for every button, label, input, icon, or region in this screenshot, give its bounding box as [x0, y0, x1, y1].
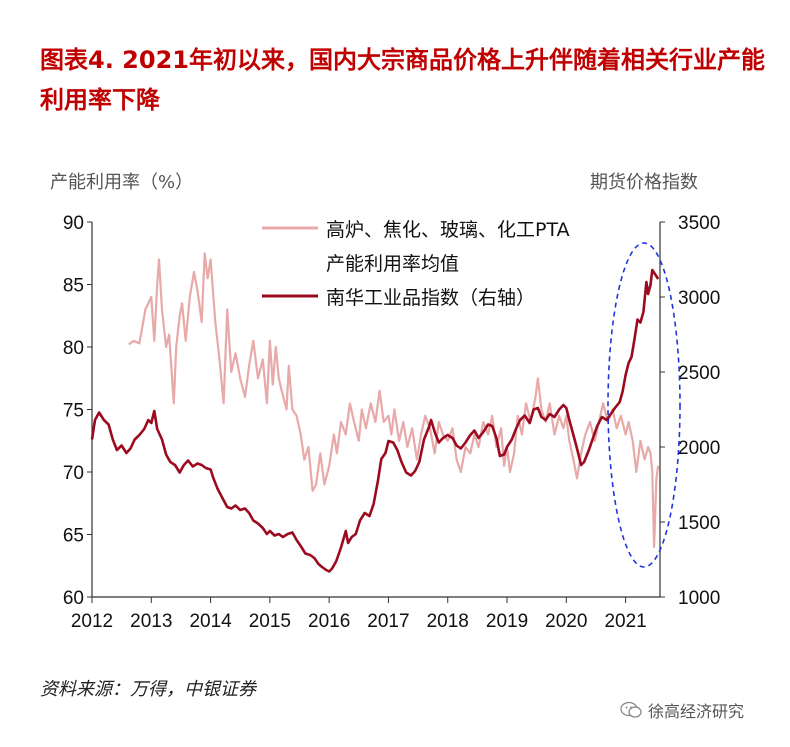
- left-tick-label: 65: [63, 526, 84, 547]
- right-tick-label: 3500: [678, 213, 720, 234]
- right-tick-label: 2000: [678, 438, 720, 459]
- left-tick-label: 85: [63, 276, 84, 297]
- right-tick-label: 2500: [678, 363, 720, 384]
- x-tick-label: 2014: [189, 611, 232, 632]
- x-tick-label: 2021: [604, 611, 646, 632]
- legend-label-index: 南华工业品指数（右轴）: [326, 287, 535, 309]
- x-tick-label: 2018: [427, 611, 469, 632]
- x-tick-label: 2015: [249, 611, 291, 632]
- x-tick-label: 2019: [486, 611, 528, 632]
- right-axis-title: 期货价格指数: [590, 172, 698, 193]
- right-tick-label: 3000: [678, 288, 720, 309]
- right-tick-label: 1000: [678, 588, 720, 609]
- left-tick-label: 70: [63, 463, 84, 484]
- x-tick-label: 2012: [71, 611, 113, 632]
- x-tick-label: 2017: [367, 611, 409, 632]
- watermark-text: 徐高经济研究: [648, 702, 745, 721]
- left-axis-title: 产能利用率（%）: [50, 172, 194, 193]
- x-tick-label: 2013: [130, 611, 172, 632]
- nanhua-index-line: [90, 268, 660, 573]
- left-tick-label: 60: [63, 588, 84, 609]
- left-tick-label: 75: [63, 401, 84, 422]
- series-layer: [90, 252, 660, 573]
- legend-label-capacity: 高炉、焦化、玻璃、化工PTA: [326, 219, 570, 241]
- x-tick-label: 2020: [545, 611, 587, 632]
- left-tick-label: 80: [63, 338, 84, 359]
- right-tick-label: 1500: [678, 513, 720, 534]
- chart-title: 图表4. 2021年初以来，国内大宗商品价格上升伴随着相关行业产能利用率下降: [40, 46, 765, 114]
- watermark: 徐高经济研究: [620, 698, 744, 722]
- source-note: 资料来源：万得，中银证券: [40, 679, 256, 700]
- capacity-utilization-line: [128, 252, 660, 549]
- legend-label-capacity: 产能利用率均值: [326, 253, 459, 275]
- highlight-annotation: [607, 242, 681, 568]
- wechat-icon: [620, 701, 642, 718]
- highlight-ellipse: [607, 242, 681, 568]
- left-tick-label: 90: [63, 213, 84, 234]
- x-tick-label: 2016: [308, 611, 350, 632]
- axes: 60 65 70 75 80 85 90 1000 1500 2000 2500 3000 3500 20…: [63, 213, 720, 632]
